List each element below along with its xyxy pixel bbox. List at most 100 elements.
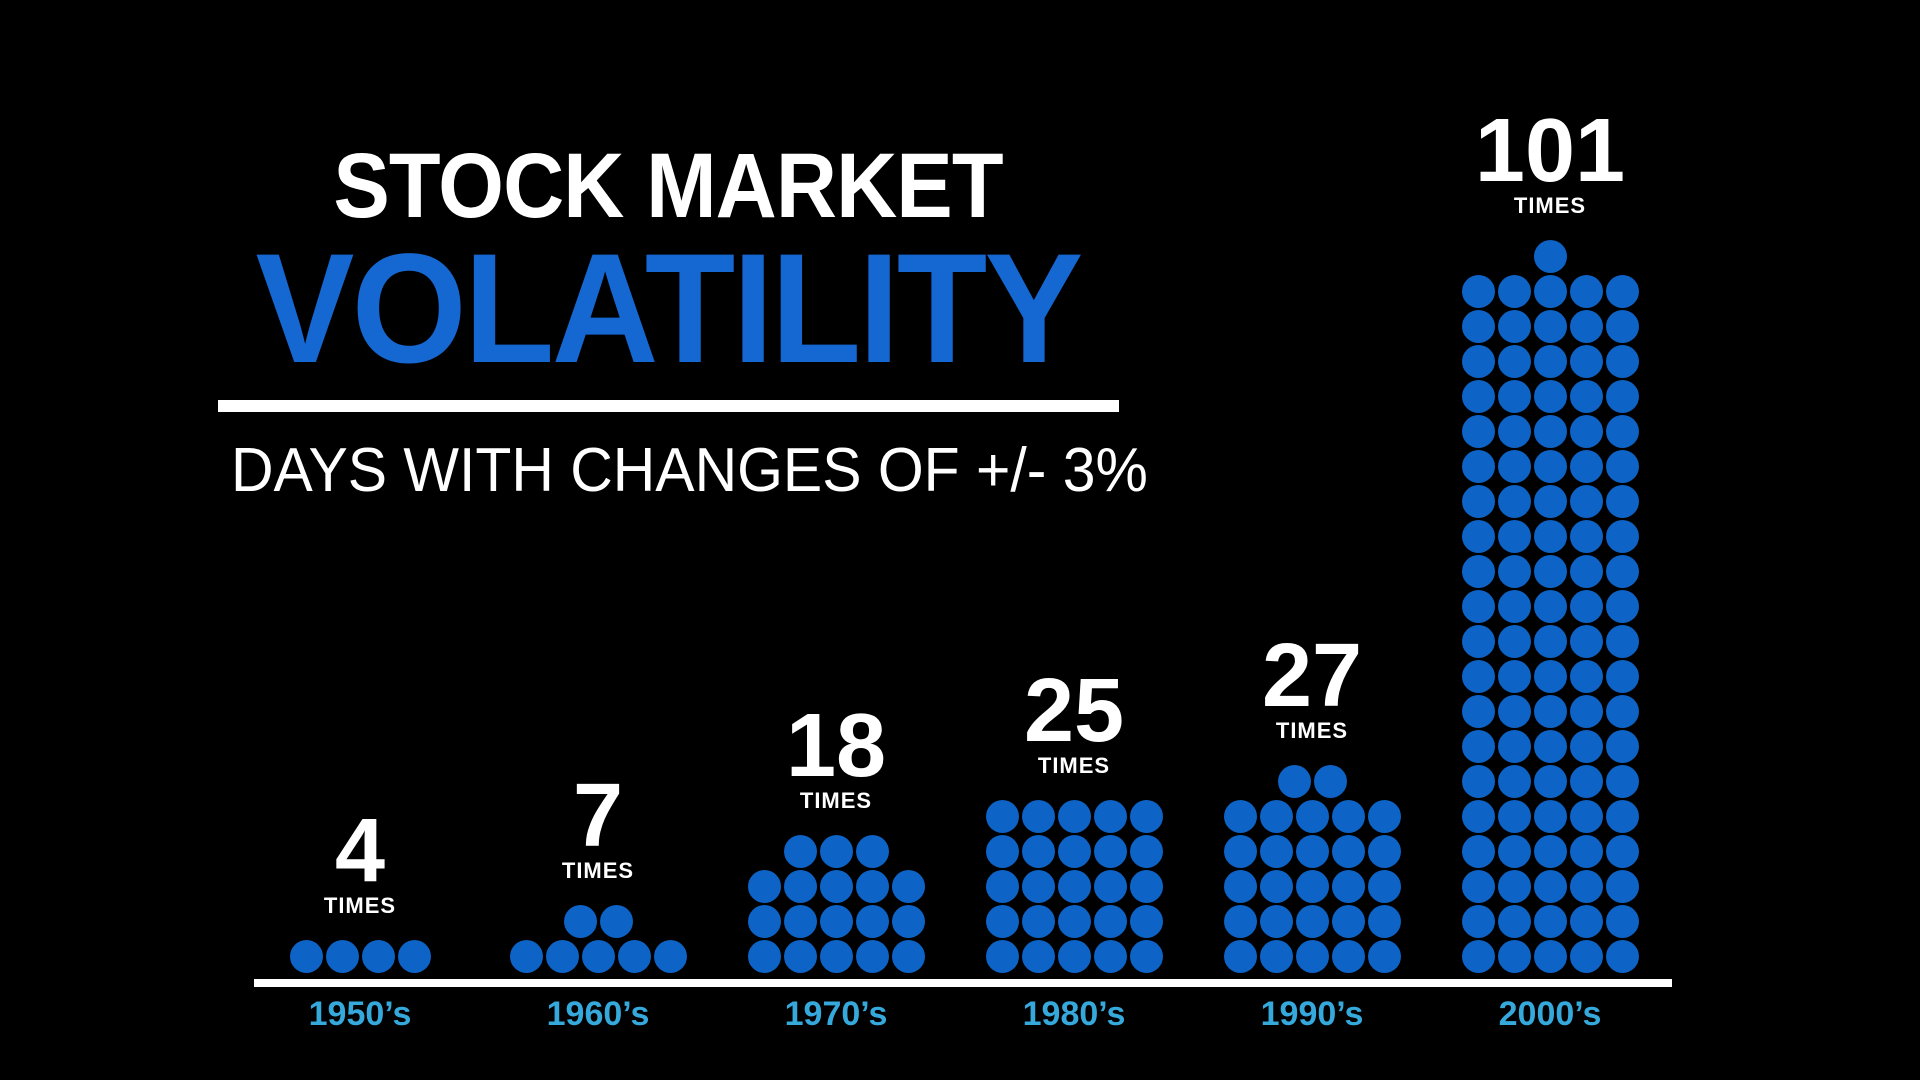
- dot-row: [509, 940, 687, 973]
- volatility-dot: [1533, 800, 1567, 833]
- volatility-dot: [747, 905, 781, 938]
- volatility-dot: [1497, 765, 1531, 798]
- volatility-dot: [783, 870, 817, 903]
- dot-row: [747, 905, 925, 938]
- decade-column-3: 18 TIMES: [717, 701, 955, 979]
- volatility-dot: [747, 940, 781, 973]
- volatility-dot: [1605, 870, 1639, 903]
- volatility-dot: [1605, 835, 1639, 868]
- volatility-dot: [361, 940, 395, 973]
- volatility-dot: [617, 940, 651, 973]
- volatility-dot: [855, 940, 889, 973]
- volatility-dot: [1461, 555, 1495, 588]
- volatility-dot: [1367, 870, 1401, 903]
- dot-row: [1461, 940, 1639, 973]
- volatility-dot: [1367, 835, 1401, 868]
- decade-column-2: 7 TIMES: [479, 766, 717, 979]
- dot-row: [1461, 520, 1639, 553]
- volatility-dot: [1605, 905, 1639, 938]
- dot-row: [1223, 835, 1401, 868]
- volatility-dot: [1021, 940, 1055, 973]
- volatility-dot: [819, 870, 853, 903]
- volatility-dot: [1093, 835, 1127, 868]
- volatility-dot: [1259, 940, 1293, 973]
- volatility-dot: [1331, 800, 1365, 833]
- dot-grid: [1223, 765, 1401, 973]
- dot-row: [1461, 345, 1639, 378]
- volatility-dot: [599, 905, 633, 938]
- volatility-dot: [1605, 485, 1639, 518]
- count-unit-label: TIMES: [1513, 193, 1587, 218]
- volatility-dot: [1605, 660, 1639, 693]
- volatility-dot: [1533, 555, 1567, 588]
- volatility-dot: [1461, 695, 1495, 728]
- decade-label-6: 2000’s: [1498, 995, 1602, 1033]
- volatility-dot: [783, 905, 817, 938]
- volatility-dot: [1295, 800, 1329, 833]
- volatility-dot: [509, 940, 543, 973]
- dot-row: [1223, 940, 1401, 973]
- volatility-dot: [1497, 345, 1531, 378]
- volatility-dot: [1497, 940, 1531, 973]
- volatility-dot: [1461, 380, 1495, 413]
- title-line-2: VOLATILITY: [255, 222, 1084, 396]
- volatility-dot: [1569, 380, 1603, 413]
- subtitle: DAYS WITH CHANGES OF +/- 3%: [231, 436, 1148, 505]
- volatility-dot: [1461, 835, 1495, 868]
- volatility-dot: [1259, 905, 1293, 938]
- volatility-dot: [891, 940, 925, 973]
- decade-column-4: 25 TIMES: [955, 666, 1193, 979]
- decade-label-5: 1990’s: [1260, 995, 1364, 1033]
- volatility-dot: [1569, 835, 1603, 868]
- volatility-dot: [1367, 940, 1401, 973]
- volatility-dot: [1497, 835, 1531, 868]
- volatility-dot: [1331, 905, 1365, 938]
- volatility-dot: [1461, 450, 1495, 483]
- volatility-dot: [1605, 765, 1639, 798]
- volatility-dot: [1461, 415, 1495, 448]
- volatility-dot: [1569, 905, 1603, 938]
- volatility-dot: [1569, 765, 1603, 798]
- volatility-dot: [1569, 870, 1603, 903]
- volatility-dot: [1605, 450, 1639, 483]
- volatility-dot: [1129, 800, 1163, 833]
- count-unit-label: TIMES: [799, 788, 873, 813]
- volatility-dot: [985, 800, 1019, 833]
- volatility-dot: [1533, 450, 1567, 483]
- decade-label-4: 1980’s: [1022, 995, 1126, 1033]
- count-value: 27: [1261, 626, 1363, 726]
- volatility-dot: [1605, 520, 1639, 553]
- count-value: 7: [572, 766, 624, 866]
- volatility-dot: [985, 940, 1019, 973]
- volatility-dot: [1021, 870, 1055, 903]
- volatility-dot: [1533, 415, 1567, 448]
- dot-row: [747, 940, 925, 973]
- volatility-dot: [1605, 275, 1639, 308]
- volatility-dot: [783, 835, 817, 868]
- volatility-dot: [1331, 870, 1365, 903]
- dot-row: [1461, 275, 1639, 308]
- volatility-dot: [1129, 905, 1163, 938]
- volatility-dot: [1497, 380, 1531, 413]
- dot-grid: [289, 940, 431, 973]
- volatility-dot: [1569, 310, 1603, 343]
- dot-row: [1223, 870, 1401, 903]
- decade-column-5: 27 TIMES: [1193, 626, 1431, 979]
- volatility-dot: [1569, 800, 1603, 833]
- volatility-dot: [1461, 485, 1495, 518]
- dot-row: [1461, 415, 1639, 448]
- dot-row: [563, 905, 633, 938]
- volatility-dot: [1367, 800, 1401, 833]
- volatility-dot: [819, 835, 853, 868]
- dot-row: [1461, 905, 1639, 938]
- volatility-dot: [1461, 625, 1495, 658]
- decade-label-2: 1960’s: [546, 995, 650, 1033]
- volatility-dot: [1533, 590, 1567, 623]
- volatility-dot: [1569, 345, 1603, 378]
- decade-labels-row: 1950’s 1960’s 1970’s 1980’s 1990’s 2000’s: [241, 997, 1669, 1031]
- title-block: STOCK MARKET VOLATILITY DAYS WITH CHANGE…: [208, 140, 1148, 505]
- volatility-dot: [1331, 835, 1365, 868]
- volatility-dot: [1461, 800, 1495, 833]
- dot-row: [1461, 870, 1639, 903]
